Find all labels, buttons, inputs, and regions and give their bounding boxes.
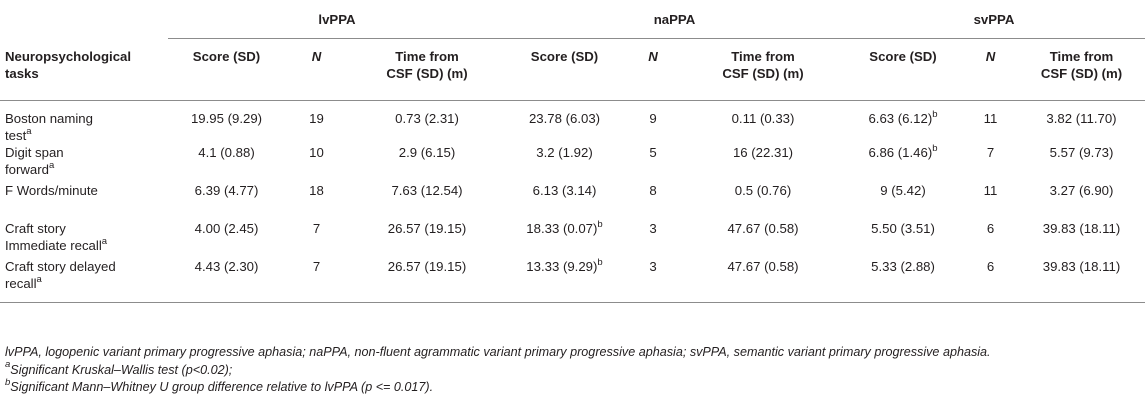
results-table: lvPPA naPPA svPPA Neuropsychological task… xyxy=(0,0,1145,302)
column-header-n: N xyxy=(985,49,996,64)
group-header-svppa: svPPA xyxy=(843,0,1145,39)
score-cell: 4.00 (2.45) xyxy=(194,221,259,236)
column-header-row: Neuropsychological tasks Score (SD) N Tim… xyxy=(0,39,1145,101)
n-cell: 9 xyxy=(649,111,657,126)
score-cell: 6.13 (3.14) xyxy=(532,183,597,198)
time-cell: 0.73 (2.31) xyxy=(395,111,459,126)
n-cell: 11 xyxy=(983,111,998,126)
footnote-a: aSignificant Kruskal–Wallis test (p<0.02… xyxy=(5,359,233,377)
n-cell: 3 xyxy=(649,259,657,274)
n-cell: 7 xyxy=(986,145,995,160)
table-row: F Words/minute 6.39 (4.77) 18 7.63 (12.5… xyxy=(0,182,1145,220)
score-cell: 5.33 (2.88) xyxy=(871,259,935,274)
score-cell: 23.78 (6.03) xyxy=(528,111,601,126)
task-name: Craft story Immediate recalla xyxy=(5,221,108,253)
footnote-abbreviations: lvPPA, logopenic variant primary progres… xyxy=(5,345,991,359)
time-cell: 0.11 (0.33) xyxy=(731,111,795,126)
score-cell: 19.95 (9.29) xyxy=(190,111,263,126)
time-cell: 47.67 (0.58) xyxy=(727,259,799,274)
score-cell: 3.2 (1.92) xyxy=(536,145,593,160)
column-header-score: Score (SD) xyxy=(192,49,261,64)
n-cell: 5 xyxy=(649,145,657,160)
n-cell: 11 xyxy=(983,183,998,198)
n-cell: 10 xyxy=(309,145,324,160)
score-cell: 4.43 (2.30) xyxy=(194,259,259,274)
time-cell: 0.5 (0.76) xyxy=(734,183,792,198)
group-header-row: lvPPA naPPA svPPA xyxy=(0,0,1145,39)
score-cell: 9 (5.42) xyxy=(880,183,926,198)
score-cell: 5.50 (3.51) xyxy=(871,221,935,236)
score-cell: 13.33 (9.29)b xyxy=(526,256,603,274)
n-cell: 18 xyxy=(309,183,324,198)
table-row: Boston naming testa 19.95 (9.29) 19 0.73 … xyxy=(0,101,1145,145)
time-cell: 2.9 (6.15) xyxy=(398,145,456,160)
n-cell: 8 xyxy=(649,183,657,198)
time-cell: 16 (22.31) xyxy=(732,145,794,160)
score-cell: 4.1 (0.88) xyxy=(198,145,255,160)
score-cell: 18.33 (0.07)b xyxy=(526,218,603,236)
time-cell: 39.83 (18.11) xyxy=(1042,221,1121,236)
group-header-lvppa: lvPPA xyxy=(168,0,506,39)
table-footnotes: lvPPA, logopenic variant primary progres… xyxy=(5,344,991,397)
n-cell: 7 xyxy=(312,259,321,274)
time-cell: 26.57 (19.15) xyxy=(387,221,467,236)
time-cell: 26.57 (19.15) xyxy=(387,259,467,274)
task-name: Digit span forwarda xyxy=(5,145,64,177)
time-cell: 47.67 (0.58) xyxy=(727,221,799,236)
column-header-score: Score (SD) xyxy=(869,49,937,64)
column-header-score: Score (SD) xyxy=(530,49,599,64)
score-cell: 6.39 (4.77) xyxy=(194,183,259,198)
column-header-time: Time from CSF (SD) (m) xyxy=(386,49,468,81)
task-name: Boston naming testa xyxy=(5,111,93,143)
n-cell: 19 xyxy=(309,111,324,126)
table-row: Digit span forwarda 4.1 (0.88) 10 2.9 (6.… xyxy=(0,142,1145,182)
table-row: Craft story delayed recalla 4.43 (2.30) 7… xyxy=(0,256,1145,302)
column-header-n: N xyxy=(311,49,322,64)
column-header-task: Neuropsychological tasks xyxy=(5,48,132,81)
task-name: F Words/minute xyxy=(5,183,98,198)
table-row: Craft story Immediate recalla 4.00 (2.45)… xyxy=(0,218,1145,258)
n-cell: 7 xyxy=(312,221,321,236)
time-cell: 3.82 (11.70) xyxy=(1046,111,1117,126)
column-header-time: Time from CSF (SD) (m) xyxy=(722,49,804,81)
time-cell: 7.63 (12.54) xyxy=(391,183,463,198)
column-header-n: N xyxy=(648,49,658,64)
n-cell: 6 xyxy=(986,259,995,274)
n-cell: 3 xyxy=(649,221,657,236)
footnote-b: bSignificant Mann–Whitney U group differ… xyxy=(5,376,434,394)
time-cell: 5.57 (9.73) xyxy=(1049,145,1114,160)
column-header-time: Time from CSF (SD) (m) xyxy=(1040,49,1123,81)
score-cell: 6.63 (6.12)b xyxy=(868,108,938,126)
time-cell: 39.83 (18.11) xyxy=(1042,259,1121,274)
score-cell: 6.86 (1.46)b xyxy=(868,142,938,160)
time-cell: 3.27 (6.90) xyxy=(1049,183,1114,198)
group-header-nappa: naPPA xyxy=(506,0,843,39)
task-name: Craft story delayed recalla xyxy=(5,259,116,291)
n-cell: 6 xyxy=(986,221,995,236)
group-header-empty xyxy=(0,0,168,39)
